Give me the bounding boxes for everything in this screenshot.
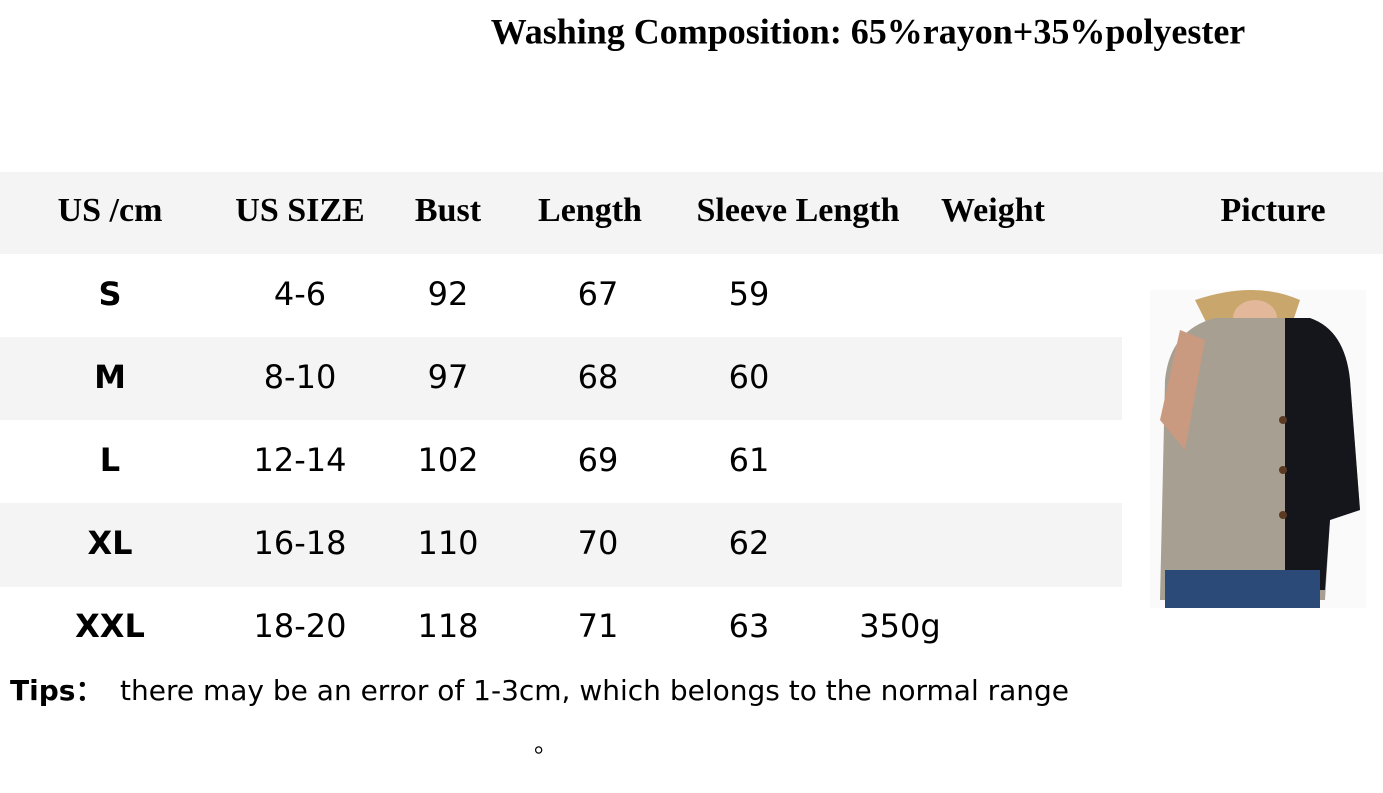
cell: S xyxy=(98,275,121,313)
column-header: US /cm xyxy=(58,192,163,229)
cell: 61 xyxy=(729,441,770,479)
cell: 60 xyxy=(729,358,770,396)
cell: 110 xyxy=(417,524,478,562)
row-band xyxy=(0,337,1122,420)
cell: 8-10 xyxy=(264,358,337,396)
cell: 67 xyxy=(578,275,619,313)
cell: 92 xyxy=(428,275,469,313)
tips-label: Tips： xyxy=(10,674,103,707)
cell: L xyxy=(100,441,120,479)
cell: 118 xyxy=(417,607,478,645)
cell: 71 xyxy=(578,607,619,645)
cell: 16-18 xyxy=(254,524,347,562)
cell: 62 xyxy=(729,524,770,562)
column-header: Bust xyxy=(415,192,482,229)
cell: 63 xyxy=(729,607,770,645)
row-band xyxy=(0,503,1122,587)
cell: XXL xyxy=(75,607,145,645)
column-header: Length xyxy=(538,192,642,229)
cell: 68 xyxy=(578,358,619,396)
cell: 12-14 xyxy=(254,441,347,479)
cell: 59 xyxy=(729,275,770,313)
cell: 4-6 xyxy=(274,275,326,313)
tips-mark: 。 xyxy=(534,730,558,758)
column-header: Picture xyxy=(1220,192,1325,229)
title: Washing Composition: 65%rayon+35%polyest… xyxy=(491,11,1246,51)
column-header: US SIZE xyxy=(235,192,364,229)
cell: 18-20 xyxy=(254,607,347,645)
cell: 102 xyxy=(417,441,478,479)
tips-text: there may be an error of 1-3cm, which be… xyxy=(120,674,1069,707)
header-band xyxy=(0,172,1383,254)
column-header: Sleeve Length xyxy=(696,192,899,229)
cell: M xyxy=(94,358,126,396)
cell: 350g xyxy=(859,607,940,645)
cell: 69 xyxy=(578,441,619,479)
cell: 97 xyxy=(428,358,469,396)
cell: 70 xyxy=(578,524,619,562)
product-picture xyxy=(1150,290,1366,608)
cell: XL xyxy=(87,524,132,562)
column-header: Weight xyxy=(941,192,1046,229)
